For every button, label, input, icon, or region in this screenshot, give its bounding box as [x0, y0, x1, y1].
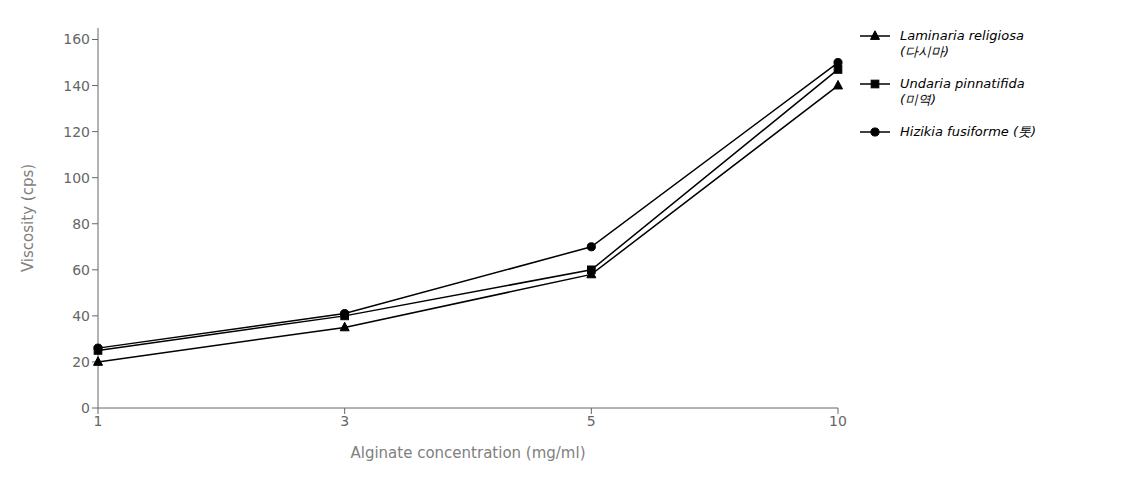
svg-text:60: 60	[72, 262, 90, 278]
html-text:Undaria pinnatifida: Undaria pinnatifida	[900, 76, 1025, 91]
svg-text:5: 5	[587, 413, 596, 429]
svg-text:3: 3	[340, 413, 349, 429]
svg-text:140: 140	[63, 78, 90, 94]
svg-text:80: 80	[72, 216, 90, 232]
svg-text:0: 0	[81, 400, 90, 416]
svg-text:100: 100	[63, 170, 90, 186]
html-text:(다시마): (다시마)	[900, 44, 950, 59]
svg-text:Alginate concentration (mg/ml): Alginate concentration (mg/ml)	[350, 444, 585, 462]
html-text:(미역): (미역)	[900, 92, 937, 107]
html-text:Laminaria religiosa: Laminaria religiosa	[900, 28, 1024, 43]
svg-text:120: 120	[63, 124, 90, 140]
svg-text:40: 40	[72, 308, 90, 324]
svg-text:Viscosity (cps): Viscosity (cps)	[19, 164, 37, 272]
html-text:Hizikia fusiforme (톳): Hizikia fusiforme (톳)	[900, 124, 1037, 139]
svg-text:10: 10	[829, 413, 847, 429]
svg-text:160: 160	[63, 31, 90, 47]
svg-text:1: 1	[94, 413, 103, 429]
svg-text:20: 20	[72, 354, 90, 370]
